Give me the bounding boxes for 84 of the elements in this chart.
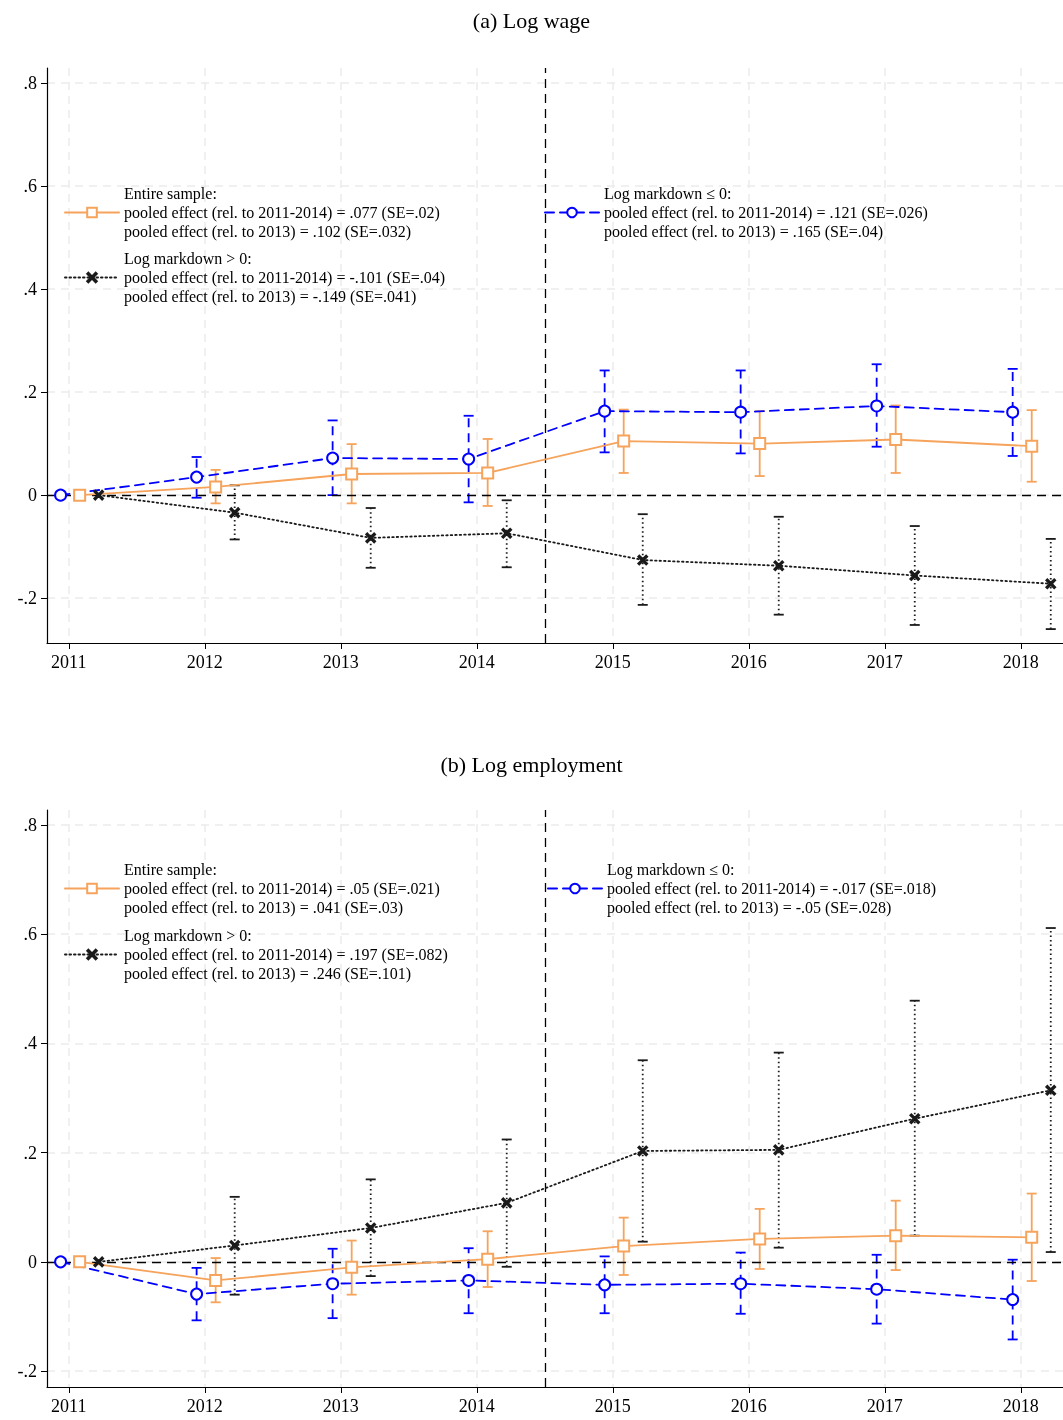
point bbox=[1045, 578, 1057, 590]
point bbox=[734, 405, 748, 419]
legend-label: Log markdown > 0: pooled effect (rel. to 2011-2014) = -.101 (SE=.04) pooled effect (rel. to 2013) = -.149 (SE=.041) bbox=[124, 250, 446, 306]
point bbox=[190, 1287, 204, 1301]
legend-label: Entire sample: pooled effect (rel. to 2011-2014) = .05 (SE=.021) pooled effect (rel. to 2013) = .041 (SE=.03) bbox=[124, 861, 440, 917]
point bbox=[501, 1197, 513, 1209]
point bbox=[1045, 1084, 1057, 1096]
y-tick-label: .8 bbox=[23, 72, 37, 93]
point bbox=[889, 1229, 903, 1243]
point bbox=[773, 560, 785, 572]
point bbox=[54, 1255, 68, 1269]
y-tick-label: -.2 bbox=[17, 588, 37, 609]
point bbox=[462, 452, 476, 466]
x-tick-label: 2018 bbox=[1002, 652, 1039, 672]
y-tick-label: -.2 bbox=[17, 1361, 37, 1382]
x-tick-label: 2012 bbox=[186, 652, 223, 672]
y-tick-label: .2 bbox=[23, 382, 37, 403]
legend-label: Log markdown ≤ 0: pooled effect (rel. to 2011-2014) = .121 (SE=.026) pooled effect (rel. to 2013) = .165 (SE=.04) bbox=[604, 185, 928, 241]
y-tick-label: 0 bbox=[28, 485, 37, 506]
legend-label: Log markdown ≤ 0: pooled effect (rel. to 2011-2014) = -.017 (SE=.018) pooled effect (rel. to 2013) = -.05 (SE=.028) bbox=[607, 861, 937, 917]
point bbox=[1025, 1230, 1039, 1244]
point bbox=[73, 1255, 87, 1269]
point bbox=[1025, 439, 1039, 453]
y-tick-label: .8 bbox=[23, 814, 37, 835]
y-tick-label: .4 bbox=[23, 1033, 37, 1054]
x-tick-label: 2013 bbox=[322, 652, 359, 672]
point bbox=[889, 432, 903, 446]
x-tick-label: 2011 bbox=[51, 1396, 87, 1416]
point bbox=[326, 1277, 340, 1291]
x-tick-label: 2016 bbox=[730, 1396, 767, 1416]
point bbox=[501, 527, 513, 539]
point bbox=[54, 488, 68, 502]
point bbox=[209, 1273, 223, 1287]
legend-label: Entire sample: pooled effect (rel. to 2011-2014) = .077 (SE=.02) pooled effect (rel. to 2013) = .102 (SE=.032) bbox=[124, 185, 440, 241]
point bbox=[365, 532, 377, 544]
x-tick-label: 2017 bbox=[866, 652, 903, 672]
y-tick-label: .6 bbox=[23, 175, 37, 196]
y-tick-label: .4 bbox=[23, 279, 37, 300]
x-tick-label: 2013 bbox=[322, 1396, 359, 1416]
point bbox=[93, 489, 105, 501]
point bbox=[229, 507, 241, 519]
point bbox=[753, 437, 767, 451]
point bbox=[229, 1240, 241, 1251]
point bbox=[190, 470, 204, 484]
point bbox=[870, 1282, 884, 1296]
point bbox=[909, 1113, 921, 1125]
point bbox=[326, 451, 340, 465]
point bbox=[462, 1273, 476, 1287]
point bbox=[617, 1239, 631, 1253]
x-tick-label: 2012 bbox=[186, 1396, 223, 1416]
point bbox=[481, 1252, 495, 1266]
point bbox=[73, 488, 87, 502]
point bbox=[598, 1278, 612, 1292]
point bbox=[637, 1145, 649, 1157]
point bbox=[773, 1144, 785, 1156]
point bbox=[753, 1232, 767, 1246]
x-tick-label: 2018 bbox=[1002, 1396, 1039, 1416]
point bbox=[909, 570, 921, 581]
legend-label: Log markdown > 0: pooled effect (rel. to 2011-2014) = .197 (SE=.082) pooled effect (rel. to 2013) = .246 (SE=.101) bbox=[124, 927, 448, 983]
point bbox=[345, 467, 359, 481]
point bbox=[617, 434, 631, 448]
x-tick-label: 2011 bbox=[51, 652, 87, 672]
point bbox=[365, 1222, 377, 1234]
point bbox=[598, 404, 612, 418]
x-tick-label: 2014 bbox=[458, 1396, 495, 1416]
x-tick-label: 2016 bbox=[730, 652, 767, 672]
chart-title: (b) Log employment bbox=[440, 751, 623, 777]
x-tick-label: 2017 bbox=[866, 1396, 903, 1416]
x-tick-label: 2015 bbox=[594, 652, 631, 672]
point bbox=[93, 1256, 105, 1268]
point bbox=[345, 1260, 359, 1274]
x-tick-label: 2015 bbox=[594, 1396, 631, 1416]
point bbox=[734, 1277, 748, 1291]
y-tick-label: .2 bbox=[23, 1142, 37, 1163]
y-tick-label: 0 bbox=[28, 1251, 37, 1272]
point bbox=[1006, 405, 1020, 419]
point bbox=[209, 480, 223, 494]
chart-title: (a) Log wage bbox=[472, 7, 591, 33]
point bbox=[637, 554, 649, 566]
point bbox=[481, 466, 495, 480]
point bbox=[1006, 1293, 1020, 1307]
point bbox=[870, 399, 884, 413]
x-tick-label: 2014 bbox=[458, 652, 495, 672]
y-tick-label: .6 bbox=[23, 924, 37, 945]
